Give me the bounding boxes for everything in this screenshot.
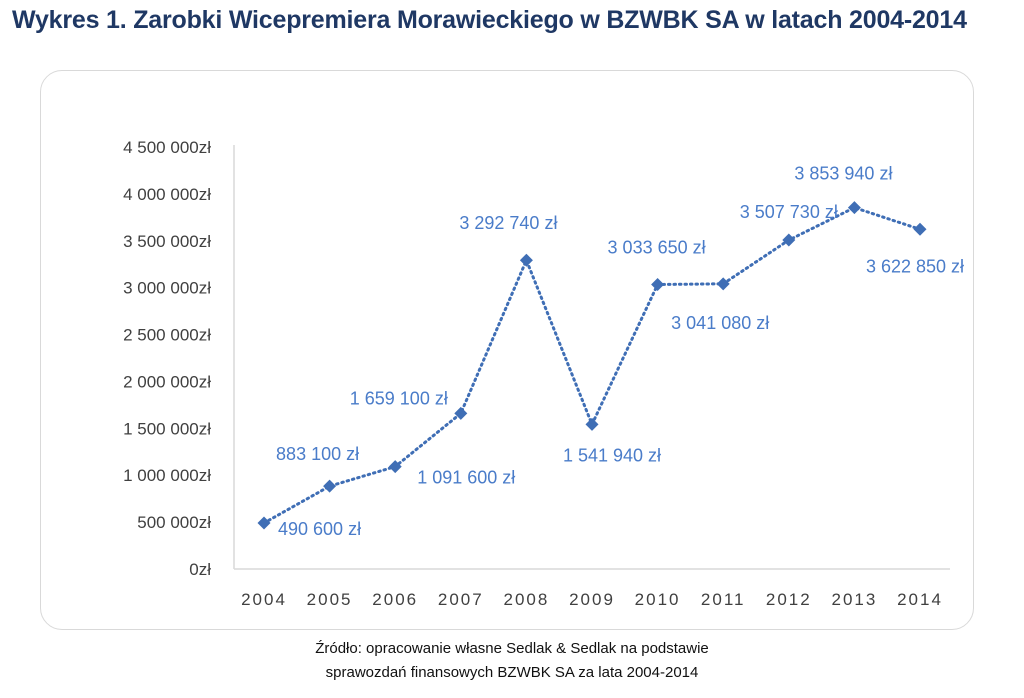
y-tick-label: 2 000 000zł bbox=[123, 372, 211, 391]
data-point-marker bbox=[454, 406, 468, 420]
y-tick-label: 3 000 000zł bbox=[123, 279, 211, 298]
series-line bbox=[262, 205, 922, 525]
data-label: 1 541 940 zł bbox=[563, 445, 661, 465]
x-tick-label: 2004 bbox=[241, 590, 287, 609]
y-tick-label: 3 500 000zł bbox=[123, 232, 211, 251]
data-label: 883 100 zł bbox=[276, 444, 359, 464]
data-point-marker bbox=[651, 278, 665, 292]
x-axis: 2004 2005 2006 2007 2008 2009 2010 2011 2012 2013… bbox=[234, 568, 950, 609]
y-axis: 0zł 500 000zł 1 000 000zł 1 500 000zł 2 000 … bbox=[123, 138, 235, 579]
x-tick-label: 2009 bbox=[569, 590, 615, 609]
data-point-marker bbox=[519, 253, 533, 267]
x-tick-label: 2007 bbox=[438, 590, 484, 609]
data-point-marker bbox=[585, 417, 599, 431]
x-tick-label: 2014 bbox=[897, 590, 943, 609]
data-label: 3 622 850 zł bbox=[866, 256, 964, 276]
data-point-marker bbox=[847, 201, 861, 215]
data-point-marker bbox=[716, 277, 730, 291]
data-point-marker bbox=[913, 222, 927, 236]
x-tick-label: 2005 bbox=[307, 590, 353, 609]
x-tick-label: 2013 bbox=[831, 590, 877, 609]
y-tick-label: 4 000 000zł bbox=[123, 185, 211, 204]
x-tick-label: 2008 bbox=[503, 590, 549, 609]
y-tick-label: 2 500 000zł bbox=[123, 326, 211, 345]
y-tick-label: 4 500 000zł bbox=[123, 138, 211, 157]
data-label: 3 507 730 zł bbox=[740, 202, 838, 222]
data-labels-group: 490 600 zł 883 100 zł 1 091 600 zł 1 659 10… bbox=[276, 164, 964, 539]
data-point-marker bbox=[388, 460, 402, 474]
data-label: 3 853 940 zł bbox=[794, 164, 892, 184]
data-label: 3 292 740 zł bbox=[459, 213, 557, 233]
data-label: 1 659 100 zł bbox=[350, 388, 448, 408]
y-tick-label: 1 500 000zł bbox=[123, 419, 211, 438]
x-tick-label: 2011 bbox=[701, 590, 746, 609]
x-tick-label: 2012 bbox=[766, 590, 812, 609]
data-label: 1 091 600 zł bbox=[417, 468, 515, 488]
source-note-line-1: Źródło: opracowanie własne Sedlak & Sedl… bbox=[315, 640, 709, 657]
data-point-marker bbox=[323, 479, 337, 493]
data-point-marker bbox=[782, 233, 796, 247]
data-label: 3 033 650 zł bbox=[608, 238, 706, 258]
chart-title: Wykres 1. Zarobki Wicepremiera Morawieck… bbox=[12, 6, 967, 34]
data-label: 3 041 080 zł bbox=[671, 313, 769, 333]
y-tick-label: 1 000 000zł bbox=[123, 466, 211, 485]
data-point-marker bbox=[257, 516, 271, 530]
x-tick-label: 2010 bbox=[635, 590, 681, 609]
source-note-line-2: sprawozdań finansowych BZWBK SA za lata … bbox=[325, 664, 699, 681]
series-line-group bbox=[257, 201, 927, 530]
chart-frame bbox=[40, 70, 974, 630]
y-tick-label: 0zł bbox=[189, 560, 211, 579]
x-tick-label: 2006 bbox=[372, 590, 418, 609]
y-tick-label: 500 000zł bbox=[137, 513, 211, 532]
data-label: 490 600 zł bbox=[278, 519, 361, 539]
